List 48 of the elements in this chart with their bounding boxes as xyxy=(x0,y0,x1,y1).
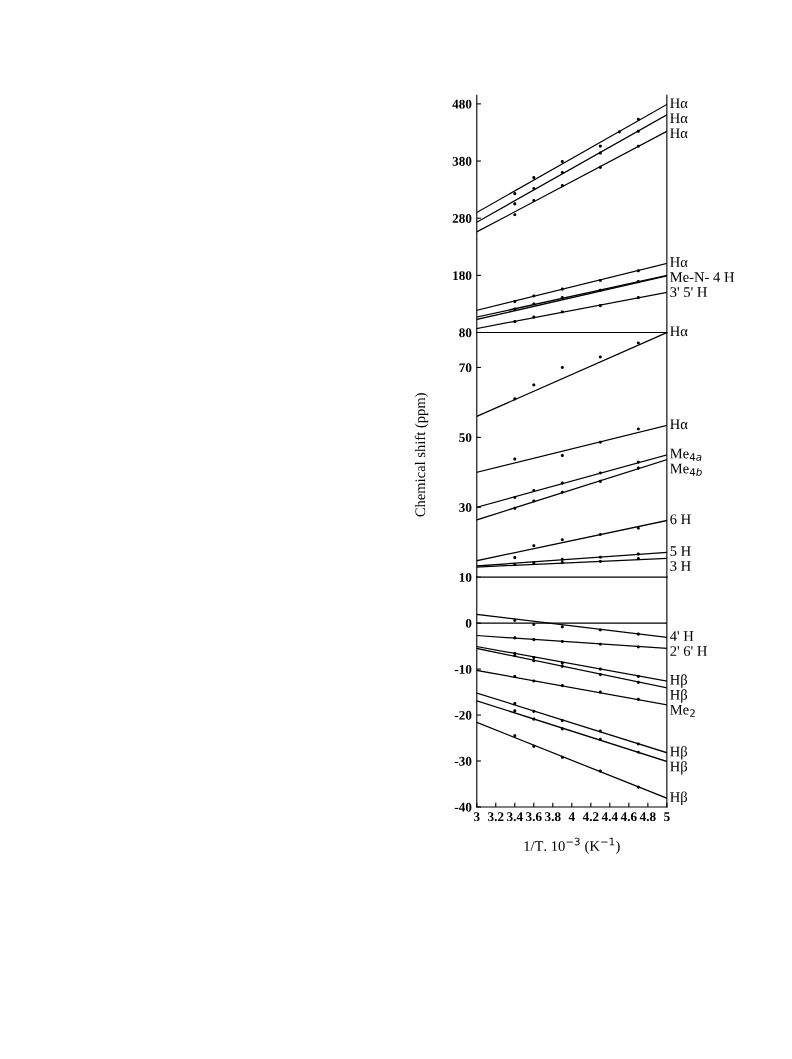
y-tick-label: 30 xyxy=(459,503,472,512)
series-label: Hβ xyxy=(670,689,688,703)
y-tick-label: -40 xyxy=(454,802,472,812)
y-tick-label: 0 xyxy=(465,618,472,628)
series-label: Hβ xyxy=(670,791,688,805)
series-label: 3 H xyxy=(670,561,691,571)
series-label: Hα xyxy=(670,98,688,109)
series-label: Hα xyxy=(670,128,688,139)
x-tick-label: 4.4 xyxy=(601,812,618,822)
series-label: 4' H xyxy=(670,631,694,641)
x-axis-title: 1/T. 10$^{−3}$ (K$^{−1}$) xyxy=(524,837,620,854)
series-label: 5 H xyxy=(670,546,691,556)
series-label: Me$_{4a}$ xyxy=(670,448,702,461)
series-label: 6 H xyxy=(670,514,691,525)
y-tick-label: 50 xyxy=(459,433,472,443)
y-tick-label: 380 xyxy=(452,156,472,166)
series-label: Hβ xyxy=(670,674,688,688)
y-tick-label: 80 xyxy=(459,328,472,338)
x-tick-label: 4 xyxy=(568,812,575,821)
y-tick-label: 280 xyxy=(452,214,472,223)
series-label: Me$_{4b}$ xyxy=(670,463,702,476)
x-tick-label: 4.6 xyxy=(620,812,637,822)
y-tick-label: 70 xyxy=(459,363,472,373)
series-label: Hα xyxy=(670,326,688,337)
y-axis-title: Chemical shift (ppm) xyxy=(414,393,429,517)
x-tick-label: 3.8 xyxy=(545,812,561,822)
x-tick-label: 3.4 xyxy=(507,812,523,822)
y-tick-label: -30 xyxy=(454,756,472,766)
series-label: 2' 6' H xyxy=(670,646,707,657)
x-tick-label: 4.2 xyxy=(582,812,599,822)
series-label: Hβ xyxy=(670,746,688,760)
x-tick-label: 5 xyxy=(664,812,670,822)
x-tick-label: 3 xyxy=(473,812,480,822)
series-label: Hα xyxy=(670,113,688,124)
series-label: 3' 5' H xyxy=(670,287,707,298)
y-tick-label: 10 xyxy=(459,572,472,582)
series-label: Hα xyxy=(670,257,688,268)
series-label: Hβ xyxy=(670,761,688,775)
y-tick-label: 480 xyxy=(452,99,472,109)
x-tick-label: 4.8 xyxy=(639,812,656,822)
x-tick-label: 3.6 xyxy=(526,812,542,822)
y-tick-label: -10 xyxy=(454,664,472,674)
y-tick-label: -20 xyxy=(454,710,472,720)
series-label: Me$_{2}$ xyxy=(670,704,695,717)
series-label: Hα xyxy=(670,419,688,430)
series-label: Me-N- 4 H xyxy=(670,272,735,283)
x-tick-label: 3.2 xyxy=(488,812,504,822)
y-tick-label: 180 xyxy=(453,271,472,281)
